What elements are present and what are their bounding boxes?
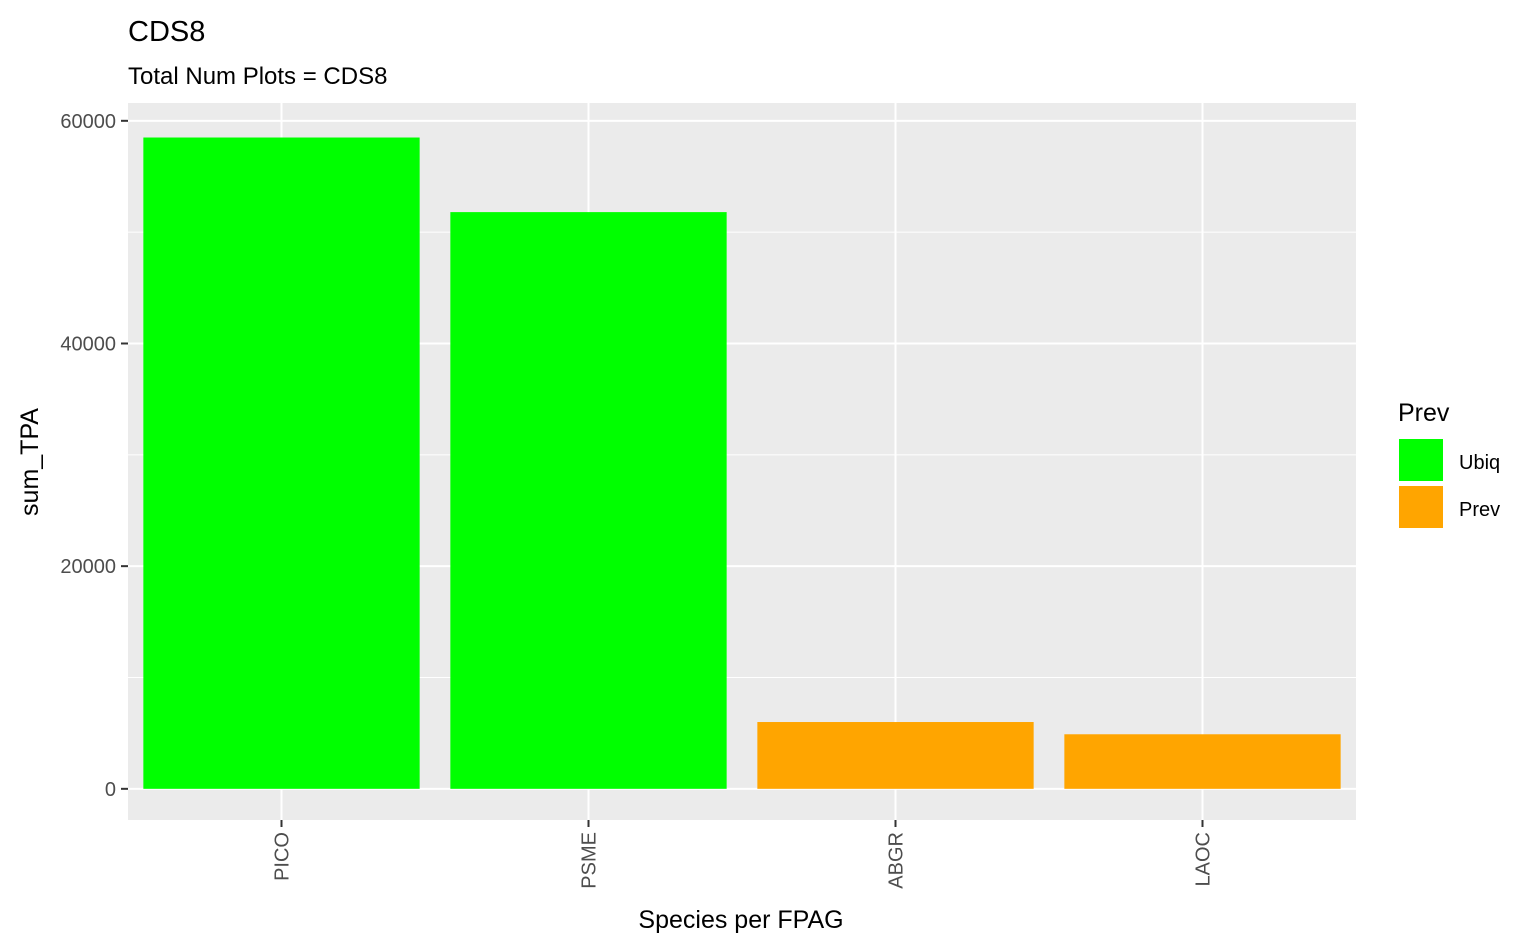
x-tick-label-pico: PICO <box>272 832 294 881</box>
bar-abgr <box>757 722 1034 789</box>
x-axis-title: Species per FPAG <box>638 906 843 934</box>
bars <box>143 137 1341 789</box>
legend-label-prev: Prev <box>1459 499 1500 521</box>
bar-psme <box>450 212 727 789</box>
legend: Prev Ubiq Prev <box>1398 399 1500 528</box>
chart-subtitle: Total Num Plots = CDS8 <box>128 63 387 90</box>
legend-title: Prev <box>1398 399 1450 427</box>
x-axis: PICO PSME ABGR LAOC <box>272 820 1215 889</box>
y-tick-label: 40000 <box>60 333 116 355</box>
y-tick-label: 60000 <box>60 111 116 133</box>
y-axis: 0 20000 40000 60000 <box>60 111 128 801</box>
y-tick-label: 0 <box>105 779 116 801</box>
legend-key-prev <box>1399 486 1443 528</box>
y-tick-label: 20000 <box>60 556 116 578</box>
bar-laoc <box>1064 734 1341 789</box>
bar-pico <box>143 137 420 789</box>
chart-title: CDS8 <box>128 16 205 48</box>
y-axis-title: sum_TPA <box>16 408 44 516</box>
x-tick-label-abgr: ABGR <box>886 832 908 889</box>
x-tick-label-psme: PSME <box>579 832 601 889</box>
legend-label-ubiq: Ubiq <box>1459 452 1500 474</box>
x-tick-label-laoc: LAOC <box>1193 832 1215 886</box>
legend-key-ubiq <box>1399 439 1443 481</box>
